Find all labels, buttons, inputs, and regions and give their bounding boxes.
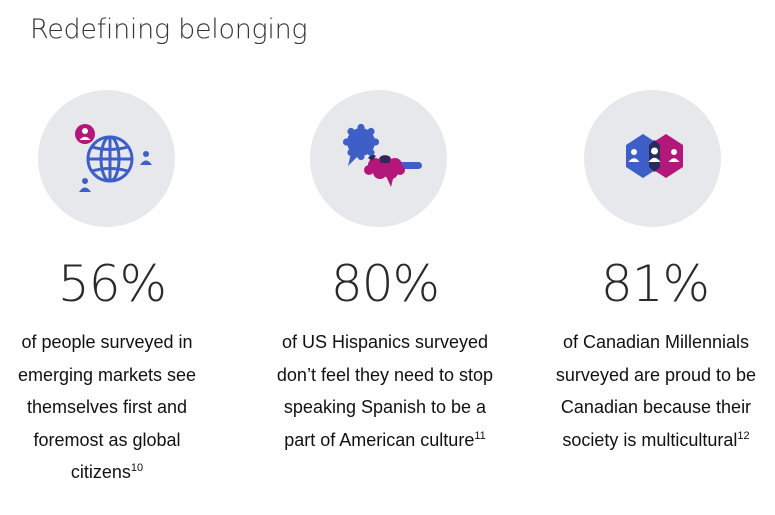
stat-description: of Canadian Millennials surveyed are pro…: [538, 326, 774, 456]
stat-percent: 56%: [57, 255, 167, 313]
desc-line: don’t feel they need to stop: [276, 364, 494, 385]
footnote-ref: 12: [737, 429, 750, 442]
desc-line: speaking Spanish to be a: [283, 397, 487, 417]
desc-line: surveyed are proud to be: [555, 364, 757, 385]
desc-line: emerging markets see: [17, 364, 197, 385]
icon-circle: [310, 90, 447, 227]
hexagon-people-icon: [626, 134, 683, 178]
footnote-ref: 11: [474, 429, 486, 442]
desc-line: society is multicultural: [562, 429, 738, 450]
desc-line: of US Hispanics surveyed: [281, 332, 489, 352]
stat-card-us-hispanics: 80% of US Hispanics surveyed don’t feel …: [268, 90, 498, 456]
desc-line: Canadian because their: [560, 397, 752, 417]
globe-people-icon: [75, 124, 152, 192]
icon-circle: [584, 90, 721, 227]
stat-description: of people surveyed in emerging markets s…: [2, 326, 212, 489]
desc-line: of Canadian Millennials: [562, 332, 750, 352]
desc-line: foremost as global: [33, 429, 181, 450]
stat-description: of US Hispanics surveyed don’t feel they…: [260, 326, 510, 456]
footnote-ref: 10: [130, 462, 144, 474]
stat-card-global-citizens: 56% of people surveyed in emerging marke…: [0, 90, 230, 489]
speech-bubbles-icon: [342, 123, 422, 187]
desc-line: themselves first and: [26, 397, 188, 417]
desc-line: citizens: [70, 462, 131, 482]
stat-card-canadian-millennials: 81% of Canadian Millennials surveyed are…: [539, 90, 769, 456]
icon-circle: [38, 90, 175, 227]
desc-line: of people surveyed in: [21, 332, 193, 352]
desc-line: part of American culture: [284, 429, 475, 450]
stat-percent: 80%: [330, 255, 440, 313]
stat-percent: 81%: [600, 255, 710, 313]
page-title: Redefining belonging: [30, 14, 308, 45]
